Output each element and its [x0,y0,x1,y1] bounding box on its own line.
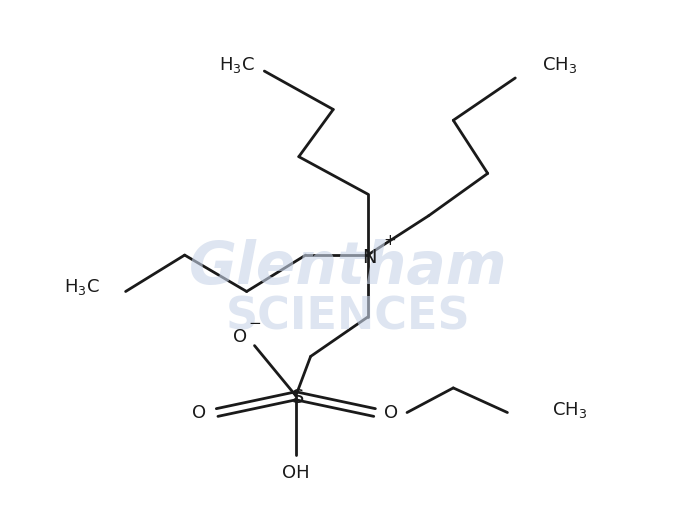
Text: O: O [384,404,398,422]
Text: $\rm CH_3$: $\rm CH_3$ [542,55,577,75]
Text: O: O [192,404,207,422]
Text: +: + [383,233,396,248]
Text: S: S [292,388,304,407]
Text: $\rm H_3C$: $\rm H_3C$ [65,277,100,296]
Text: OH: OH [282,463,310,482]
Text: SCIENCES: SCIENCES [226,295,470,339]
Text: $\rm H_3C$: $\rm H_3C$ [219,55,255,75]
Text: −: − [248,317,261,331]
Text: Glentham: Glentham [189,239,507,296]
Text: N: N [363,248,377,267]
Text: O: O [232,328,247,346]
Text: $\rm CH_3$: $\rm CH_3$ [552,399,587,420]
